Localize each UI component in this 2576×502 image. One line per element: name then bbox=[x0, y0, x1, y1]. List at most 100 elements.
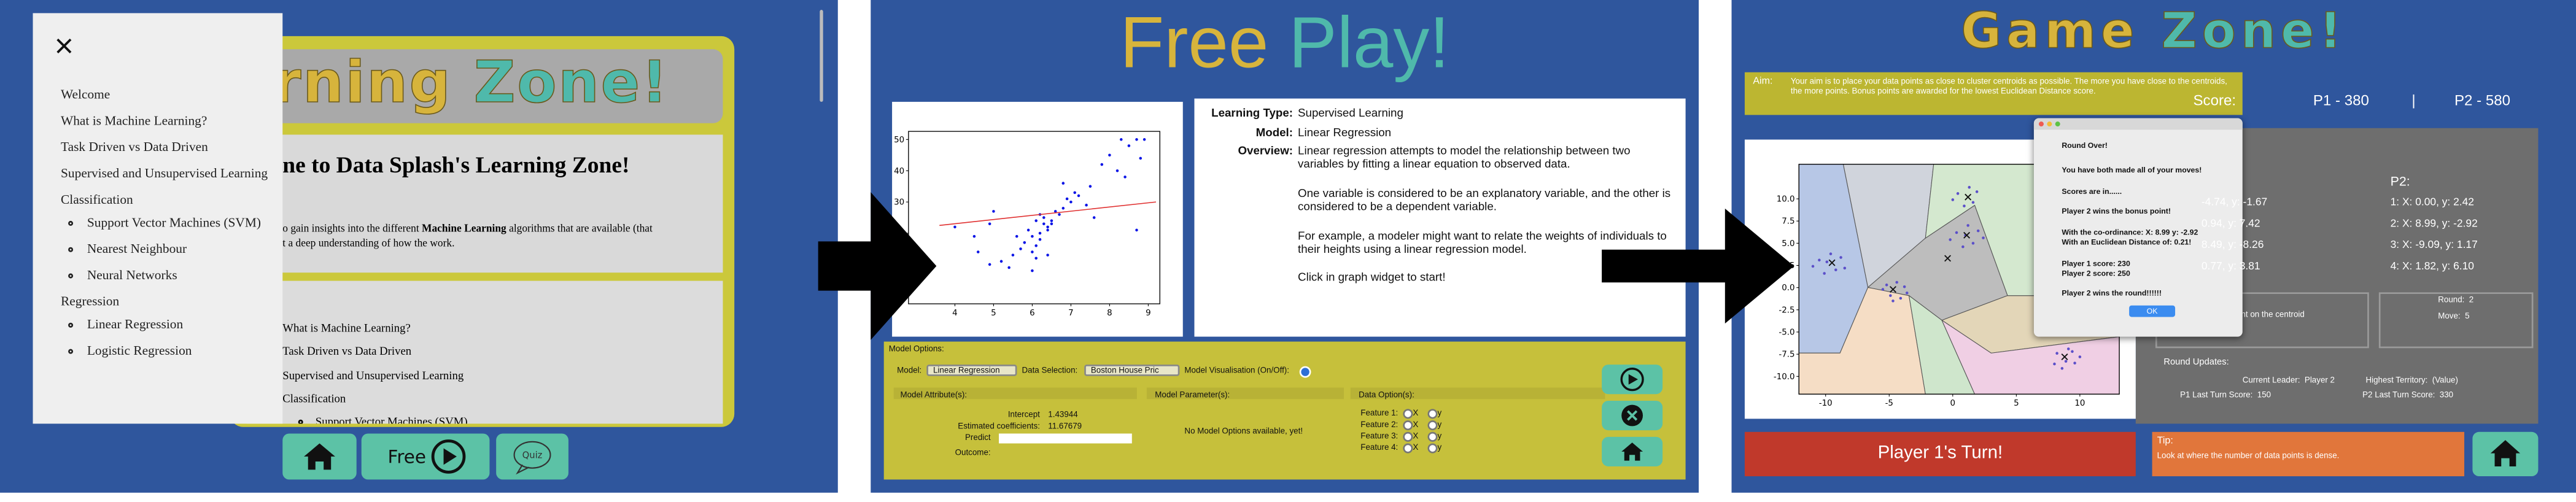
predict-input[interactable] bbox=[999, 433, 1132, 443]
submenu-item[interactable]: Linear Regression bbox=[87, 317, 274, 333]
page-title: Game Zone! bbox=[1732, 3, 2576, 61]
submenu-item[interactable]: Nearest Neighbour bbox=[87, 241, 274, 257]
info-label: Model: bbox=[1255, 128, 1294, 140]
y-tick-label: -5.0 bbox=[1779, 328, 1794, 338]
close-icon[interactable] bbox=[53, 34, 76, 57]
menu-item[interactable]: Classification bbox=[61, 191, 133, 207]
radio[interactable] bbox=[1427, 420, 1438, 431]
x-tick-label: -5 bbox=[1885, 399, 1893, 408]
submenu-item[interactable]: Logistic Regression bbox=[87, 343, 274, 359]
model-select[interactable]: Linear Regression bbox=[926, 363, 1017, 376]
data-point bbox=[1891, 299, 1895, 303]
x-tick-label: 6 bbox=[1030, 309, 1035, 318]
data-point bbox=[1829, 252, 1833, 255]
clear-icon bbox=[1621, 404, 1643, 427]
data-point bbox=[1885, 284, 1888, 287]
radio[interactable] bbox=[1403, 444, 1413, 454]
round-over-dialog: Round Over! OK You have both made all of… bbox=[2033, 118, 2243, 337]
radio[interactable] bbox=[1427, 432, 1438, 442]
contents-item[interactable]: Supervised and Unsupervised Learning bbox=[282, 369, 464, 382]
data-point bbox=[1905, 292, 1909, 295]
ok-button[interactable]: OK bbox=[2129, 305, 2176, 317]
data-point bbox=[988, 222, 991, 226]
menu-item[interactable]: Task Driven vs Data Driven bbox=[61, 139, 208, 155]
quiz-button[interactable]: Quiz bbox=[496, 433, 568, 480]
game-zone-window: Game Zone! Aim: Your aim is to place you… bbox=[1731, 0, 2576, 493]
overview-paragraph: For example, a modeler might want to rel… bbox=[1298, 231, 1667, 257]
dialog-line: Player 2 score: 250 bbox=[2062, 269, 2130, 278]
clear-button[interactable] bbox=[1602, 400, 1663, 431]
submenu-item[interactable]: Support Vector Machines (SVM) bbox=[87, 215, 274, 231]
free-play-button[interactable]: Free bbox=[361, 433, 490, 480]
menu-item[interactable]: Welcome bbox=[61, 87, 111, 102]
radio[interactable] bbox=[1403, 420, 1413, 431]
data-point bbox=[1139, 156, 1143, 160]
data-point bbox=[1971, 242, 1975, 245]
home-button[interactable] bbox=[282, 433, 357, 480]
info-label: Overview: bbox=[1238, 146, 1294, 158]
radio[interactable] bbox=[1427, 444, 1438, 454]
intro-text: o gain insights into the different Machi… bbox=[282, 223, 653, 235]
title-bar: rning Zone! bbox=[243, 49, 723, 123]
options-heading: Model Options: bbox=[888, 344, 944, 355]
visualisation-toggle[interactable] bbox=[1299, 365, 1311, 377]
play-icon bbox=[431, 439, 466, 474]
menu-item[interactable]: Supervised and Unsupervised Learning bbox=[61, 166, 268, 181]
radio[interactable] bbox=[1427, 409, 1438, 420]
data-select[interactable]: Boston House Pric bbox=[1084, 363, 1180, 376]
data-point bbox=[1895, 280, 1898, 284]
data-point bbox=[1011, 253, 1015, 257]
x-tick-label: 4 bbox=[952, 309, 958, 318]
data-point bbox=[2071, 350, 2074, 353]
y-tick-label: 10.0 bbox=[1777, 195, 1795, 204]
field-label: Model Visualisation (On/Off): bbox=[1184, 366, 1289, 376]
run-button[interactable] bbox=[1602, 365, 1663, 395]
data-point bbox=[1818, 258, 1821, 262]
tip-label: Tip: bbox=[2157, 436, 2173, 447]
home-icon bbox=[1621, 442, 1643, 461]
data-point bbox=[2060, 367, 2064, 370]
contents-item[interactable]: Classification bbox=[282, 392, 346, 406]
dialog-titlebar bbox=[2033, 118, 2243, 130]
home-button[interactable] bbox=[1602, 436, 1663, 466]
attribute-value: 1.43944 bbox=[1048, 411, 1078, 421]
contents-item[interactable]: Support Vector Machines (SVM) bbox=[299, 416, 468, 424]
centroid bbox=[1944, 255, 1951, 262]
contents-item[interactable]: What is Machine Learning? bbox=[282, 322, 411, 335]
data-point bbox=[1026, 228, 1030, 232]
data-point bbox=[1976, 229, 1980, 233]
centroid bbox=[1889, 286, 1896, 293]
data-point bbox=[1982, 236, 1985, 239]
data-point bbox=[1961, 245, 1965, 249]
y-tick-label: -2.5 bbox=[1779, 306, 1794, 315]
contents-item[interactable]: Task Driven vs Data Driven bbox=[282, 345, 412, 359]
guess: 8.49, y: -8.26 bbox=[2201, 239, 2264, 252]
button-label: Quiz bbox=[522, 450, 543, 461]
data-point bbox=[1038, 237, 1042, 241]
window-control[interactable] bbox=[2038, 122, 2044, 127]
window-control[interactable] bbox=[2047, 122, 2052, 127]
data-point bbox=[1843, 266, 1847, 270]
play-icon bbox=[1620, 368, 1644, 392]
window-control[interactable] bbox=[2055, 122, 2060, 127]
submenu-item[interactable]: Neural Networks bbox=[87, 268, 274, 284]
menu-item[interactable]: Regression bbox=[61, 293, 120, 309]
data-point bbox=[1975, 190, 1979, 193]
radio[interactable] bbox=[1403, 432, 1413, 442]
data-point bbox=[1046, 228, 1049, 232]
radio[interactable] bbox=[1403, 409, 1413, 420]
menu-item[interactable]: What is Machine Learning? bbox=[61, 113, 208, 128]
round-updates-heading: Round Updates: bbox=[2163, 358, 2229, 368]
guess: 0.77, y: 3.81 bbox=[2201, 261, 2260, 273]
data-point bbox=[1031, 269, 1034, 272]
data-point bbox=[1088, 185, 1092, 188]
player-score: P2 - 580 bbox=[2454, 91, 2511, 109]
data-point bbox=[1034, 219, 1038, 222]
data-point bbox=[1100, 163, 1104, 166]
data-point bbox=[1053, 210, 1057, 213]
data-point bbox=[1050, 219, 1053, 222]
title-part: Play! bbox=[1289, 3, 1449, 84]
home-button[interactable] bbox=[2472, 431, 2539, 477]
title-part: Free bbox=[1120, 3, 1269, 84]
